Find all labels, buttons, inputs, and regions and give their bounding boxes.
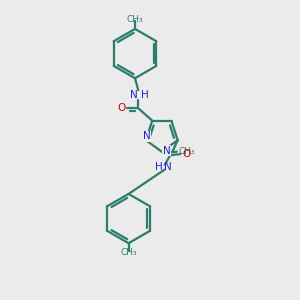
Text: N: N [164, 162, 171, 172]
Text: H: H [155, 162, 163, 172]
Text: O: O [117, 103, 125, 113]
Text: N: N [143, 131, 151, 141]
Text: N: N [163, 146, 170, 156]
Text: O: O [182, 149, 190, 159]
Text: CH₃: CH₃ [120, 248, 137, 257]
Text: CH₃: CH₃ [179, 147, 196, 156]
Text: CH₃: CH₃ [127, 15, 143, 24]
Text: H: H [141, 90, 149, 100]
Text: N: N [130, 90, 138, 100]
